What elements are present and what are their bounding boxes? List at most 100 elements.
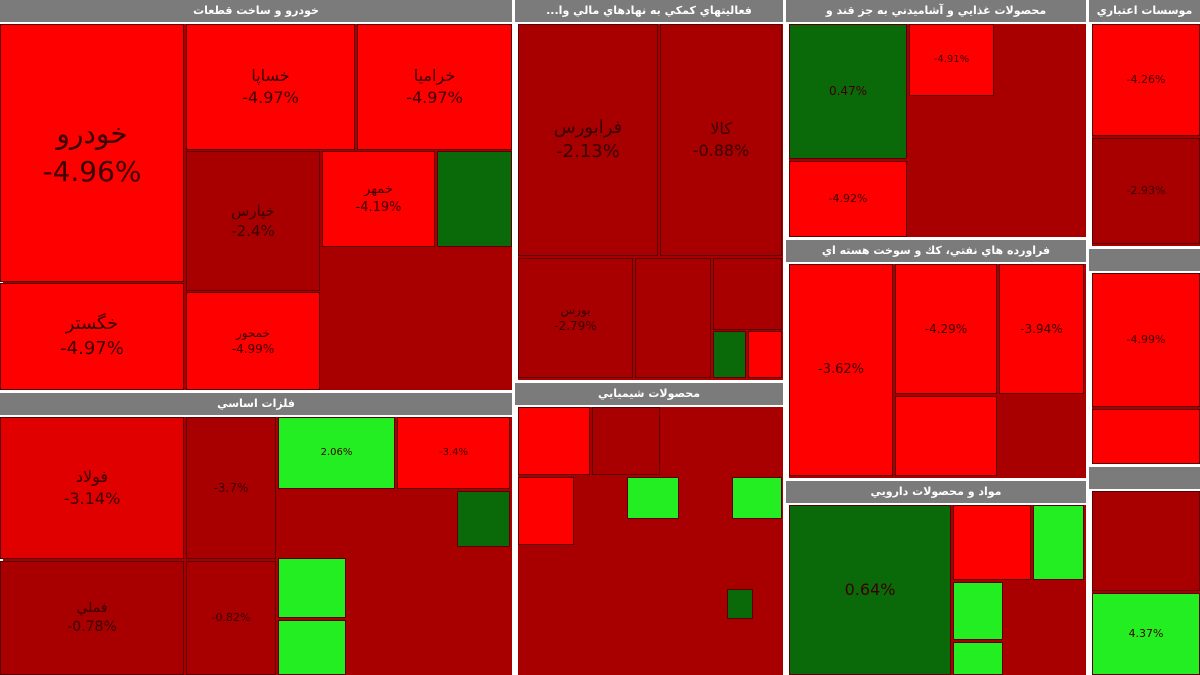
treemap-cell[interactable]: كالا -0.88% [660, 24, 782, 256]
sector-panel: ...فعاليتهاي كمكي به نهادهاي مالي وا فراب… [515, 0, 783, 380]
cell-symbol: كالا [710, 119, 732, 139]
treemap-cell[interactable]: 0.47% [789, 24, 907, 159]
sector-title[interactable]: ...فعاليتهاي كمكي به نهادهاي مالي وا [515, 0, 783, 22]
treemap-cell[interactable]: خراميا -4.97% [357, 24, 512, 150]
treemap-cell[interactable] [713, 258, 782, 330]
sector-panel: خودرو و ساخت قطعات خودرو -4.96% خساپا -4.97%… [0, 0, 512, 390]
treemap-cell[interactable]: -2.93% [1092, 138, 1200, 244]
treemap-cell[interactable]: -4.26% [1092, 24, 1200, 136]
cell-symbol: فرابورس [553, 116, 623, 138]
treemap-cell[interactable]: -0.82% [186, 561, 276, 675]
sector-panel: مواد و محصولات دارويي 0.64% [786, 481, 1086, 675]
treemap-cell[interactable] [437, 151, 512, 247]
treemap-cell[interactable] [627, 477, 679, 519]
cell-percent: -4.97% [60, 337, 124, 359]
cell-percent: -0.82% [211, 610, 251, 624]
treemap-cell[interactable] [457, 491, 510, 547]
treemap-cell[interactable]: خمحور -4.99% [186, 292, 320, 390]
treemap-cell[interactable] [953, 582, 1003, 640]
cell-percent: -4.97% [406, 88, 463, 107]
cell-percent: -4.99% [1126, 332, 1166, 346]
cell-symbol: بورس [560, 302, 591, 317]
treemap-cell[interactable]: -3.7% [186, 417, 276, 559]
treemap-cell[interactable] [635, 258, 711, 378]
cell-percent: -4.91% [933, 54, 970, 66]
cell-percent: -3.7% [213, 480, 249, 495]
cell-percent: -4.92% [828, 191, 868, 205]
cell-percent: -4.29% [924, 321, 968, 336]
sector-title[interactable]: فراورده هاي نفتي، كك و سوخت هسته اي [786, 240, 1086, 262]
treemap-cell[interactable]: فرابورس -2.13% [518, 24, 658, 256]
treemap-cell[interactable]: -4.91% [909, 24, 994, 96]
treemap-cell[interactable]: فولاد -3.14% [0, 417, 184, 559]
sector-title[interactable] [1089, 467, 1200, 489]
cell-percent: -2.79% [554, 319, 597, 333]
treemap-cell[interactable]: 0.64% [789, 505, 951, 675]
treemap-cell[interactable]: فملي -0.78% [0, 561, 184, 675]
treemap-cell[interactable]: 2.06% [278, 417, 395, 489]
sector-title[interactable]: محصولات شيميايي [515, 383, 783, 405]
cell-percent: -0.78% [67, 619, 117, 635]
cell-percent: -2.93% [1126, 183, 1166, 197]
cell-symbol: خپارس [231, 201, 275, 220]
cell-percent: -4.99% [231, 342, 275, 356]
sector-panel: محصولات غذايي و آشاميدني به جز قند و 0.47… [786, 0, 1086, 237]
cell-percent: -4.97% [242, 88, 299, 107]
cell-percent: -2.13% [556, 141, 620, 162]
cell-percent: -4.19% [355, 200, 402, 215]
cell-percent: -3.14% [63, 489, 121, 508]
treemap-cell[interactable] [278, 558, 346, 618]
treemap-cell[interactable]: خگستر -4.97% [0, 283, 184, 390]
cell-percent: -4.96% [42, 155, 142, 188]
treemap-cell[interactable] [1033, 505, 1084, 580]
cell-symbol: خراميا [413, 66, 456, 86]
treemap-cell[interactable] [895, 396, 997, 476]
sector-title[interactable]: محصولات غذايي و آشاميدني به جز قند و [786, 0, 1086, 22]
cell-symbol: خمحور [235, 325, 271, 340]
cell-symbol: خودرو [56, 117, 128, 151]
treemap-cell[interactable] [713, 331, 746, 378]
treemap-cell[interactable] [748, 331, 782, 378]
treemap-cell[interactable]: -4.29% [895, 264, 997, 394]
treemap-cell[interactable] [727, 589, 753, 619]
treemap-cell[interactable]: خمهر -4.19% [322, 151, 435, 247]
cell-percent: 0.64% [844, 580, 896, 600]
treemap-cell[interactable] [732, 477, 782, 519]
treemap-cell[interactable]: -3.94% [999, 264, 1084, 394]
treemap-cell[interactable] [278, 620, 346, 675]
cell-symbol: خمهر [364, 182, 393, 198]
sector-title[interactable]: موسسات اعتباري [1089, 0, 1200, 22]
cell-percent: 0.47% [828, 84, 868, 99]
treemap-cell[interactable]: خپارس -2.4% [186, 151, 320, 291]
cell-percent: -2.4% [231, 222, 275, 240]
treemap-cell[interactable]: -3.4% [397, 417, 510, 489]
treemap-cell[interactable] [1092, 409, 1200, 464]
treemap-cell[interactable]: -4.92% [789, 161, 907, 237]
sector-title[interactable]: مواد و محصولات دارويي [786, 481, 1086, 503]
cell-symbol: خساپا [251, 66, 290, 86]
treemap-cell[interactable]: -4.99% [1092, 273, 1200, 407]
sector-panel: فراورده هاي نفتي، كك و سوخت هسته اي -3.62… [786, 240, 1086, 478]
treemap-cell[interactable] [518, 407, 590, 475]
sector-title[interactable]: خودرو و ساخت قطعات [0, 0, 512, 22]
sector-panel: -4.99% [1089, 249, 1200, 464]
cell-percent: -0.88% [692, 141, 750, 160]
treemap-cell[interactable] [953, 642, 1003, 675]
treemap-cell[interactable] [953, 505, 1031, 580]
cell-percent: 2.06% [320, 447, 353, 459]
cell-percent: -4.26% [1126, 72, 1166, 86]
treemap-cell[interactable] [1092, 491, 1200, 591]
sector-panel: محصولات شيميايي [515, 383, 783, 675]
cell-percent: -3.94% [1020, 321, 1063, 336]
sector-title[interactable] [1089, 249, 1200, 271]
cell-percent: 4.37% [1128, 626, 1164, 640]
treemap-cell[interactable]: -3.62% [789, 264, 893, 476]
treemap-cell[interactable]: بورس -2.79% [518, 258, 633, 378]
treemap-cell[interactable]: خساپا -4.97% [186, 24, 355, 150]
sector-title[interactable]: فلزات اساسي [0, 393, 512, 415]
treemap-cell[interactable] [518, 477, 574, 545]
sector-panel: 4.37% [1089, 467, 1200, 675]
treemap-cell[interactable] [592, 407, 660, 475]
treemap-cell[interactable]: 4.37% [1092, 593, 1200, 675]
treemap-cell[interactable]: خودرو -4.96% [0, 24, 184, 282]
